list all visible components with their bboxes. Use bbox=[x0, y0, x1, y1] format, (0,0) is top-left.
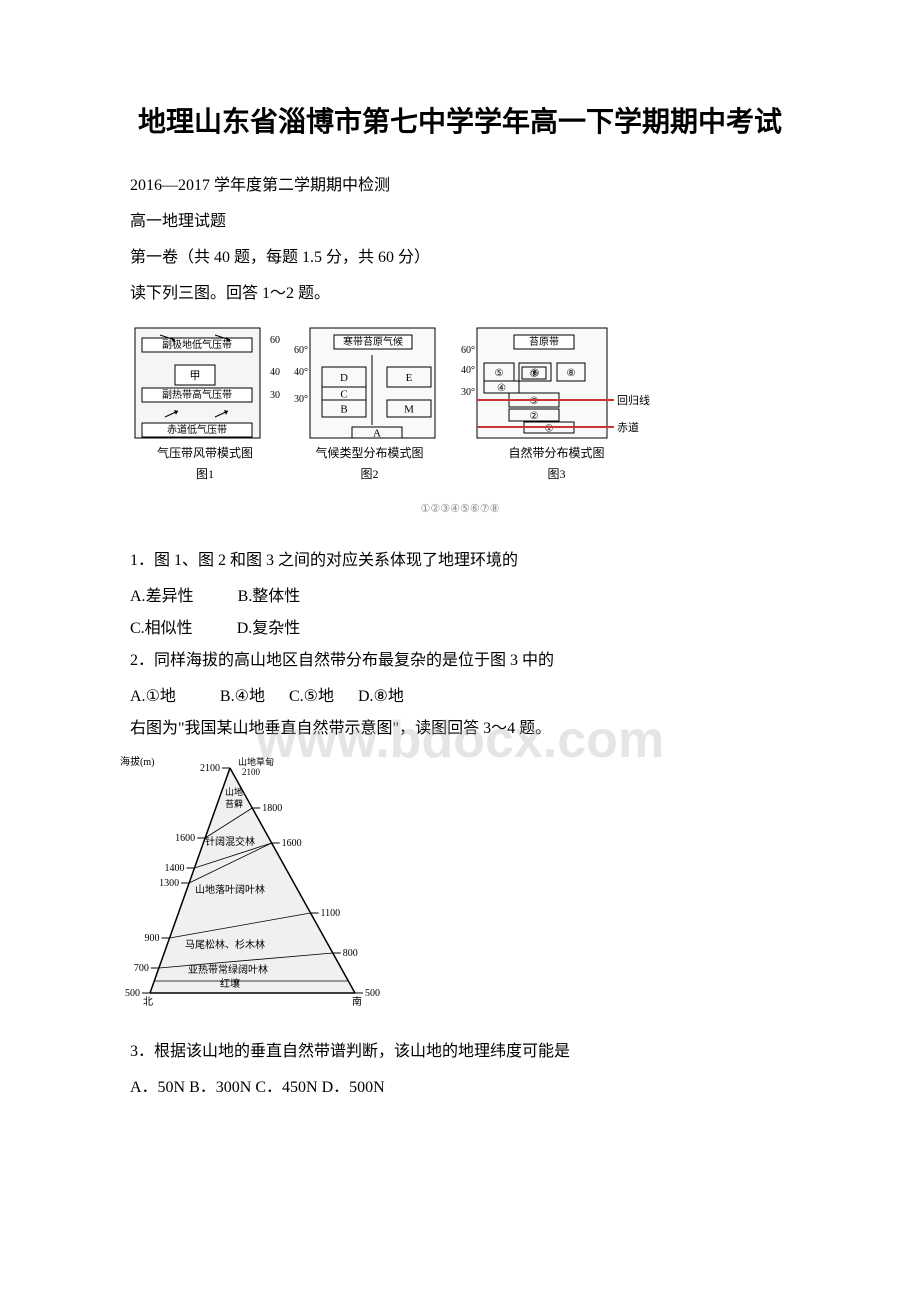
svg-text:③: ③ bbox=[530, 396, 539, 407]
fig1-caption-top: 气压带风带模式图 bbox=[157, 444, 253, 461]
svg-text:苔藓: 苔藓 bbox=[225, 798, 243, 809]
q1-2-intro: 读下列三图。回答 1～2 题。 bbox=[130, 278, 790, 310]
svg-text:海拔(m): 海拔(m) bbox=[120, 755, 154, 768]
fig2-caption-bottom: 图2 bbox=[360, 465, 378, 482]
svg-text:1600: 1600 bbox=[282, 838, 302, 849]
figure-3: 苔原带⑤⑥⑧⑦④③②①回归线赤道60°40°30° 自然带分布模式图 图3 bbox=[459, 325, 654, 482]
figure-2: 寒带苔原气候 D E CB M A 60° 40° 30° 气候类型分布模式图 图2 bbox=[292, 325, 447, 482]
svg-text:2100: 2100 bbox=[200, 763, 220, 774]
fig3-diagram: 苔原带⑤⑥⑧⑦④③②①回归线赤道60°40°30° bbox=[459, 325, 654, 440]
svg-text:30°: 30° bbox=[270, 390, 280, 401]
mountain-diagram: 2100 1600 1400 1300 900 700 500 1800 1600 1100 800… bbox=[90, 753, 390, 1023]
mountain-figure: 2100 1600 1400 1300 900 700 500 1800 1600 1100 800… bbox=[90, 753, 790, 1028]
svg-text:1600: 1600 bbox=[175, 833, 195, 844]
svg-text:900: 900 bbox=[145, 933, 160, 944]
svg-text:60°: 60° bbox=[461, 345, 475, 356]
svg-text:甲: 甲 bbox=[190, 370, 201, 382]
svg-text:马尾松林、杉木林: 马尾松林、杉木林 bbox=[185, 938, 265, 951]
svg-text:30°: 30° bbox=[294, 394, 308, 405]
q2-opt-b: B.④地 bbox=[220, 681, 265, 713]
svg-text:①: ① bbox=[545, 424, 554, 435]
header-subject: 高一地理试题 bbox=[130, 206, 790, 238]
circled-numbers: ①②③④⑤⑥⑦⑧ bbox=[130, 502, 790, 515]
fig2-diagram: 寒带苔原气候 D E CB M A 60° 40° 30° bbox=[292, 325, 447, 440]
svg-text:30°: 30° bbox=[461, 387, 475, 398]
svg-text:回归线: 回归线 bbox=[617, 393, 650, 407]
fig3-caption-bottom: 图3 bbox=[547, 465, 565, 482]
q1-options: A.差异性 B.整体性 C.相似性 D.复杂性 bbox=[130, 581, 790, 645]
q1-opt-d: D.复杂性 bbox=[237, 613, 301, 645]
svg-text:亚热带常绿阔叶林: 亚热带常绿阔叶林 bbox=[188, 963, 268, 976]
svg-text:南: 南 bbox=[352, 995, 362, 1008]
svg-text:苔原带: 苔原带 bbox=[529, 335, 559, 348]
svg-text:60°: 60° bbox=[270, 335, 280, 346]
svg-text:②: ② bbox=[530, 411, 539, 422]
fig2-caption-top: 气候类型分布模式图 bbox=[315, 444, 423, 461]
q1-opt-b: B.整体性 bbox=[238, 581, 301, 613]
svg-text:赤道低气压带: 赤道低气压带 bbox=[167, 423, 227, 436]
svg-text:E: E bbox=[406, 372, 413, 384]
q2-options: A.①地 B.④地 C.⑤地 D.⑧地 bbox=[130, 681, 790, 713]
svg-text:④: ④ bbox=[497, 383, 506, 394]
svg-text:2100: 2100 bbox=[242, 767, 261, 777]
svg-text:山地落叶阔叶林: 山地落叶阔叶林 bbox=[195, 883, 265, 896]
page-title: 地理山东省淄博市第七中学学年高一下学期期中考试 bbox=[130, 100, 790, 140]
q3-options: A．50N B．300N C．450N D．500N bbox=[130, 1072, 790, 1104]
fig3-caption-top: 自然带分布模式图 bbox=[508, 444, 604, 461]
q2-stem: 2．同样海拔的高山地区自然带分布最复杂的是位于图 3 中的 bbox=[130, 645, 790, 677]
q2-opt-a: A.①地 bbox=[130, 681, 176, 713]
svg-text:1400: 1400 bbox=[164, 863, 184, 874]
svg-text:M: M bbox=[404, 404, 414, 416]
svg-text:赤道: 赤道 bbox=[617, 420, 639, 434]
svg-text:A: A bbox=[373, 428, 381, 440]
q1-stem: 1．图 1、图 2 和图 3 之间的对应关系体现了地理环境的 bbox=[130, 545, 790, 577]
q1-opt-c: C.相似性 bbox=[130, 613, 193, 645]
svg-text:800: 800 bbox=[343, 948, 358, 959]
svg-text:寒带苔原气候: 寒带苔原气候 bbox=[343, 335, 403, 348]
header-year: 2016—2017 学年度第二学期期中检测 bbox=[130, 170, 790, 202]
svg-text:B: B bbox=[340, 404, 347, 416]
figure-1: 副极地低气压带甲副热带高气压带赤道低气压带60°40°30° 气压带风带模式图 … bbox=[130, 325, 280, 482]
svg-text:500: 500 bbox=[365, 988, 380, 999]
svg-text:700: 700 bbox=[134, 963, 149, 974]
fig1-diagram: 副极地低气压带甲副热带高气压带赤道低气压带60°40°30° bbox=[130, 325, 280, 440]
svg-text:副热带高气压带: 副热带高气压带 bbox=[162, 388, 232, 401]
svg-text:⑤: ⑤ bbox=[495, 368, 504, 379]
q3-4-intro: 右图为"我国某山地垂直自然带示意图"，读图回答 3～4 题。 bbox=[130, 713, 790, 745]
svg-text:C: C bbox=[340, 389, 347, 401]
fig1-caption-bottom: 图1 bbox=[196, 465, 214, 482]
svg-text:40°: 40° bbox=[294, 367, 308, 378]
svg-text:⑧: ⑧ bbox=[567, 368, 576, 379]
svg-text:500: 500 bbox=[125, 988, 140, 999]
svg-text:北: 北 bbox=[143, 996, 153, 1008]
q1-opt-a: A.差异性 bbox=[130, 581, 194, 613]
figure-row-1: 副极地低气压带甲副热带高气压带赤道低气压带60°40°30° 气压带风带模式图 … bbox=[130, 325, 790, 482]
svg-text:D: D bbox=[340, 372, 348, 384]
svg-text:1300: 1300 bbox=[159, 878, 179, 889]
q3-stem: 3．根据该山地的垂直自然带谱判断，该山地的地理纬度可能是 bbox=[130, 1036, 790, 1068]
q2-opt-d: D.⑧地 bbox=[358, 681, 404, 713]
svg-text:山地: 山地 bbox=[225, 786, 243, 797]
header-section: 第一卷（共 40 题，每题 1.5 分，共 60 分） bbox=[130, 242, 790, 274]
svg-text:红壤: 红壤 bbox=[220, 977, 240, 990]
svg-text:40°: 40° bbox=[461, 365, 475, 376]
svg-text:1100: 1100 bbox=[321, 908, 341, 919]
svg-text:1800: 1800 bbox=[262, 803, 282, 814]
svg-text:针阔混交林: 针阔混交林 bbox=[205, 835, 255, 848]
svg-text:60°: 60° bbox=[294, 345, 308, 356]
q2-opt-c: C.⑤地 bbox=[289, 681, 334, 713]
svg-text:山地草甸: 山地草甸 bbox=[238, 756, 274, 767]
svg-text:40°: 40° bbox=[270, 367, 280, 378]
svg-text:⑦: ⑦ bbox=[530, 369, 539, 380]
